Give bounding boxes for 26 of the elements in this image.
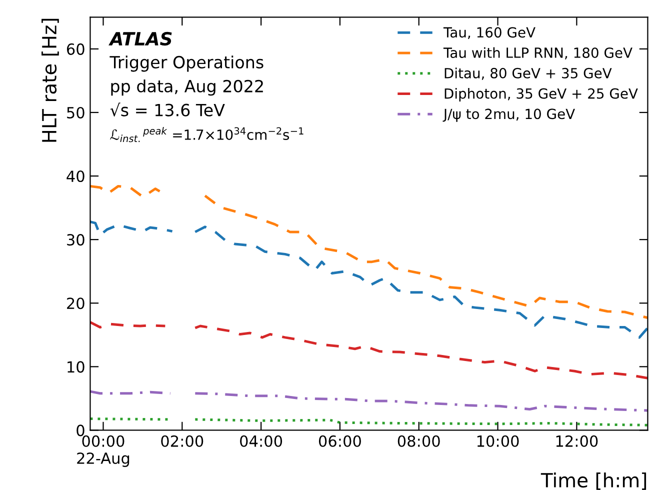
x-tick-label: 10:00 xyxy=(477,435,519,447)
x-tick-label: 08:00 xyxy=(398,435,440,447)
annotation: pp data, Aug 2022 xyxy=(111,80,263,96)
legend-label: J/ψ to 2mu, 10 GeV xyxy=(442,108,575,122)
annotation: √s = 13.6 TeV xyxy=(110,102,225,116)
y-tick-label: 50 xyxy=(67,106,84,118)
annotation: Trigger Operations xyxy=(110,56,264,72)
x-tick-label: 06:00 xyxy=(318,435,361,447)
annotation: ATLAS xyxy=(108,32,172,46)
legend-label: Tau with LLP RNN, 180 GeV xyxy=(443,47,632,60)
x-tick-label: 00:00 22-Aug xyxy=(77,435,130,467)
legend-label: Diphoton, 35 GeV + 25 GeV xyxy=(444,88,638,102)
x-tick-label: 12:00 xyxy=(556,435,598,447)
legend-label: Tau, 160 GeV xyxy=(443,27,536,40)
y-tick-label: 60 xyxy=(66,43,84,55)
y-tick-label: 40 xyxy=(66,170,84,182)
legend-label: Ditau, 80 GeV + 35 GeV xyxy=(444,68,612,80)
text: ℒ$_{inst.}$$^{peak}$ =1.7×10$^{34}$cm$^{−2}$s$^{−1}$ xyxy=(110,127,304,142)
y-tick-label: 20 xyxy=(67,298,84,310)
y-tick-label: 10 xyxy=(68,361,84,373)
x-tick-label: 04:00 xyxy=(240,435,282,447)
x-axis-title: Time [h:m] xyxy=(540,472,646,490)
x-tick-label: 02:00 xyxy=(161,435,204,447)
y-axis-title: HLT rate [Hz] xyxy=(42,18,59,142)
y-tick-label: 30 xyxy=(67,234,84,246)
y-tick-label: 0 xyxy=(76,424,84,436)
